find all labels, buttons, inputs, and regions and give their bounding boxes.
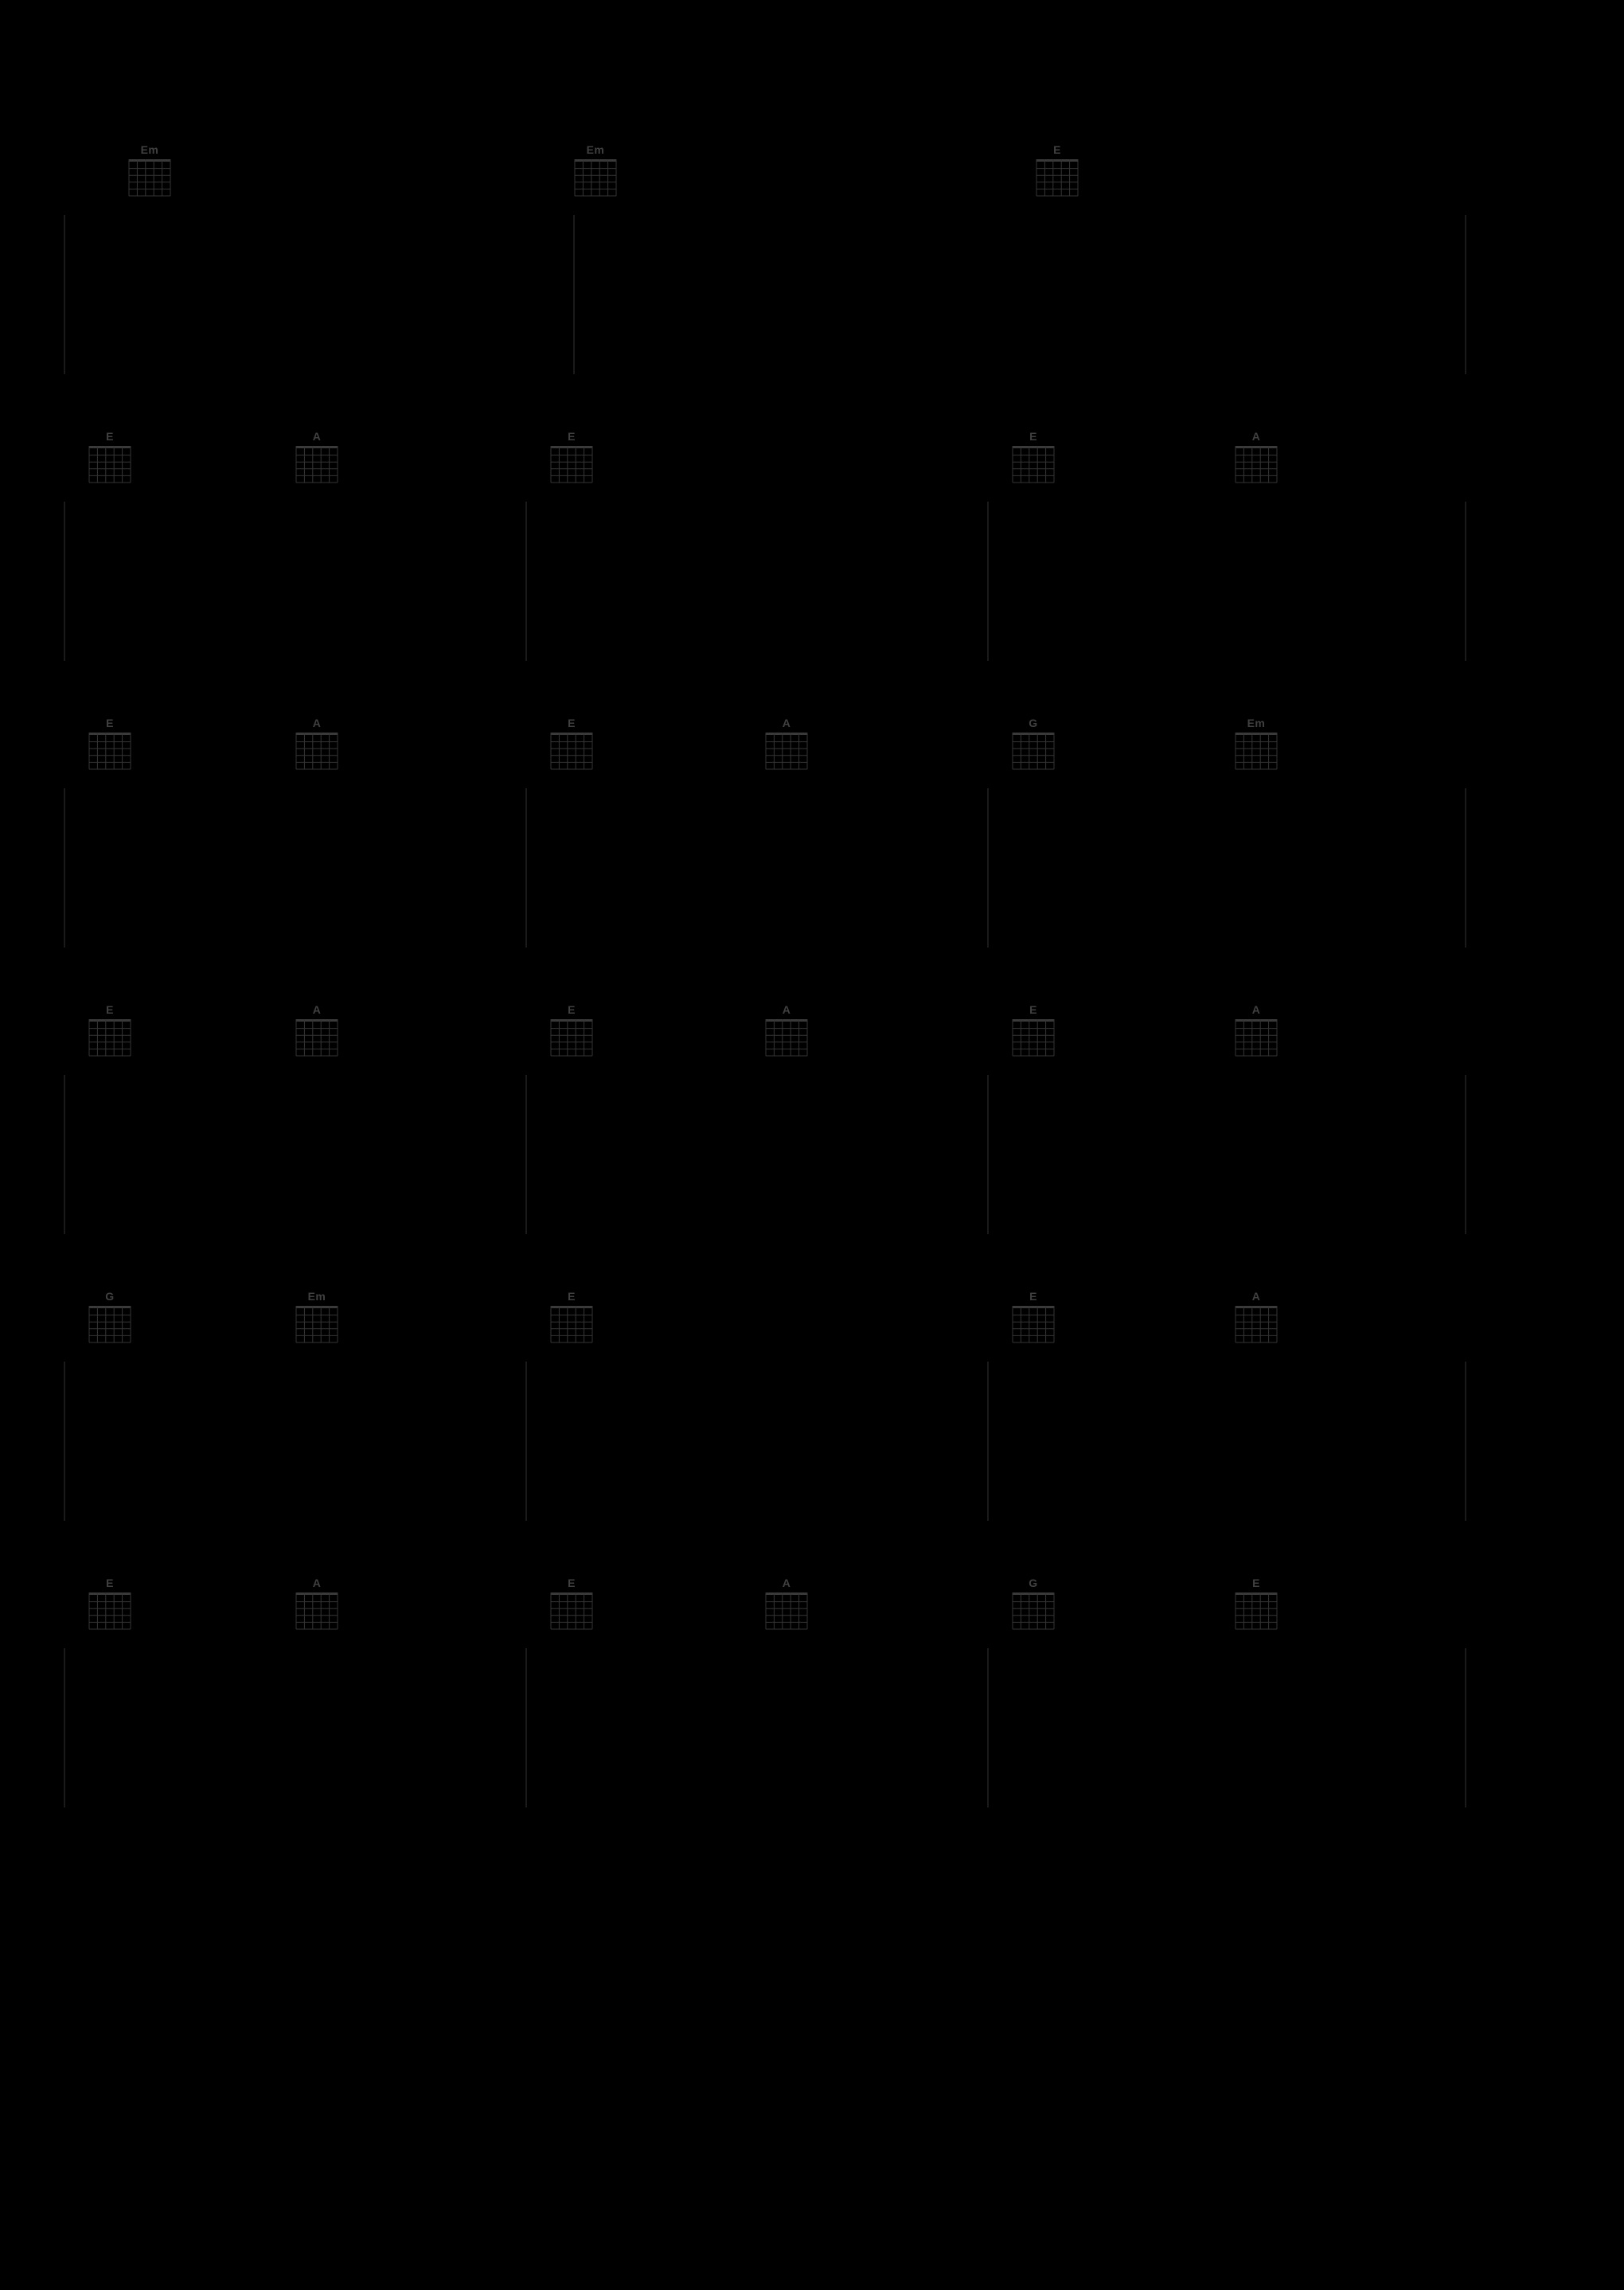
chord-name: E: [1029, 430, 1037, 443]
barline: [64, 215, 65, 374]
chord-name: A: [783, 1577, 791, 1589]
barline: [525, 502, 527, 661]
barline: [987, 1075, 989, 1234]
system: EAEAGE: [64, 1577, 1465, 1863]
barline: [1465, 1362, 1466, 1521]
barline: [64, 788, 65, 948]
chord-diagram: E: [549, 1003, 594, 1057]
system: G Em E E A: [64, 1290, 1465, 1577]
barline: [1465, 502, 1466, 661]
system: Em Em E: [64, 143, 1465, 430]
chord-diagram: A: [295, 430, 339, 484]
system: E A E A G Em: [64, 717, 1465, 1003]
chord-name: Em: [1247, 717, 1266, 729]
chord-name: E: [568, 430, 576, 443]
chord-name: E: [106, 717, 114, 729]
barline: [525, 1075, 527, 1234]
chord-diagram: E: [549, 430, 594, 484]
chord-name: E: [106, 1577, 114, 1589]
chord-diagram: E: [1011, 1290, 1056, 1344]
barline: [525, 1362, 527, 1521]
page: Em Em E E A E E A E A E A G Em E A E A E A G Em E E A E A E A G E: [0, 0, 1624, 2290]
chord-diagram: A: [1234, 1290, 1279, 1344]
chord-name: A: [1252, 430, 1261, 443]
chord-name: A: [313, 1003, 322, 1016]
chord-name: E: [568, 1577, 576, 1589]
chord-name: E: [568, 1003, 576, 1016]
barline: [64, 1075, 65, 1234]
chord-name: Em: [141, 143, 159, 156]
chord-diagram: Em: [573, 143, 618, 197]
chord-name: A: [313, 1577, 322, 1589]
barline: [573, 215, 575, 374]
chord-name: E: [568, 717, 576, 729]
chord-diagram: A: [764, 1003, 809, 1057]
chord-diagram: E: [1011, 1003, 1056, 1057]
chord-name: A: [313, 717, 322, 729]
chord-diagram: A: [295, 1003, 339, 1057]
chord-diagram: E: [88, 1003, 132, 1057]
barline: [1465, 788, 1466, 948]
barline: [1465, 1648, 1466, 1807]
chord-name: E: [1029, 1290, 1037, 1303]
barline: [1465, 1075, 1466, 1234]
chord-name: E: [568, 1290, 576, 1303]
chord-name: G: [105, 1290, 114, 1303]
barline: [987, 502, 989, 661]
chord-name: A: [783, 717, 791, 729]
chord-diagram: A: [1234, 1003, 1279, 1057]
chord-name: Em: [308, 1290, 326, 1303]
chord-diagram: A: [764, 717, 809, 771]
chord-diagram: E: [1234, 1577, 1279, 1631]
chord-diagram: G: [1011, 1577, 1056, 1631]
chord-name: A: [783, 1003, 791, 1016]
chord-diagram: A: [295, 717, 339, 771]
chord-diagram: E: [549, 717, 594, 771]
barline: [1465, 215, 1466, 374]
chord-diagram: E: [1035, 143, 1079, 197]
barline: [64, 502, 65, 661]
chord-diagram: E: [88, 430, 132, 484]
system: EAEAEA: [64, 1003, 1465, 1290]
chord-diagram: Em: [1234, 717, 1279, 771]
chord-diagram: A: [1234, 430, 1279, 484]
chord-name: A: [1252, 1290, 1261, 1303]
chord-diagram: Em: [295, 1290, 339, 1344]
chord-diagram: A: [295, 1577, 339, 1631]
chord-name: E: [1252, 1577, 1260, 1589]
chord-diagram: E: [88, 717, 132, 771]
barline: [64, 1648, 65, 1807]
chord-name: E: [1053, 143, 1061, 156]
chord-name: G: [1029, 717, 1037, 729]
chord-diagram: G: [1011, 717, 1056, 771]
chord-diagram: E: [1011, 430, 1056, 484]
chord-name: E: [106, 1003, 114, 1016]
chord-name: G: [1029, 1577, 1037, 1589]
chord-name: Em: [587, 143, 605, 156]
chord-name: A: [313, 430, 322, 443]
chord-diagram: A: [764, 1577, 809, 1631]
barline: [525, 1648, 527, 1807]
chord-diagram: Em: [127, 143, 172, 197]
system: EAEEA: [64, 430, 1465, 717]
chord-name: A: [1252, 1003, 1261, 1016]
barline: [64, 1362, 65, 1521]
chord-diagram: G: [88, 1290, 132, 1344]
barline: [987, 1362, 989, 1521]
chord-diagram: E: [549, 1290, 594, 1344]
barline: [525, 788, 527, 948]
chord-name: E: [106, 430, 114, 443]
barline: [987, 788, 989, 948]
chord-name: E: [1029, 1003, 1037, 1016]
barline: [987, 1648, 989, 1807]
chord-diagram: E: [88, 1577, 132, 1631]
chord-diagram: E: [549, 1577, 594, 1631]
